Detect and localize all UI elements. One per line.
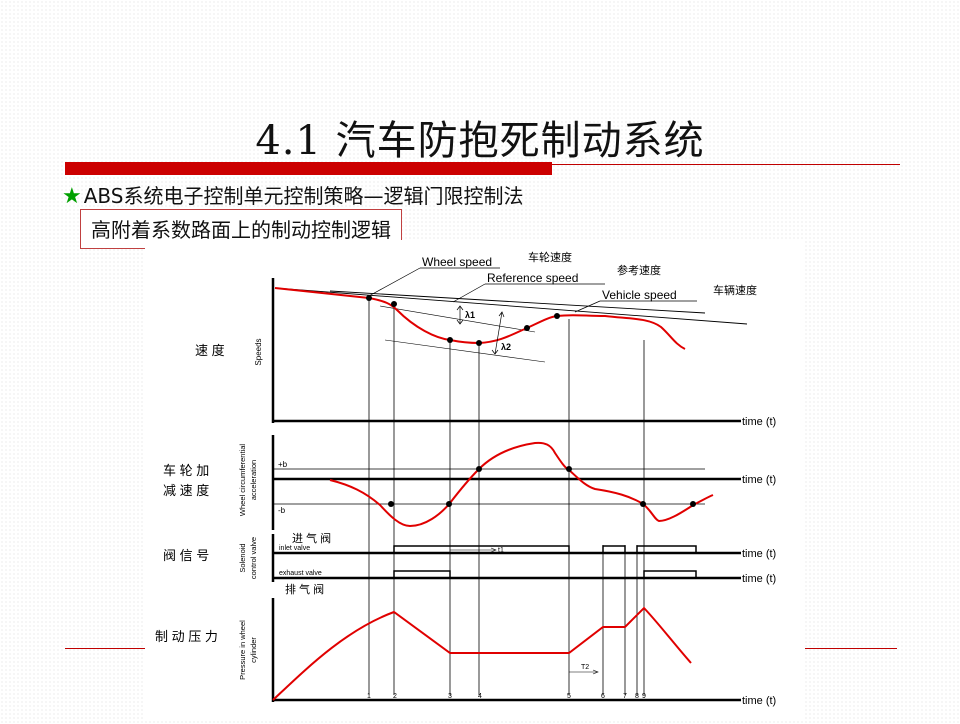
zh-accel-2: 减 速 度	[163, 483, 209, 498]
acceleration-panel: +b -b time (t) Wheel circumferential acc…	[238, 435, 776, 530]
accel-point	[388, 501, 394, 507]
lambda2-threshold-line	[384, 339, 546, 363]
zh-reference-speed: 参考速度	[617, 263, 661, 277]
vehicle-speed-line	[274, 287, 748, 325]
zh-speed: 速 度	[195, 343, 225, 358]
accel-point	[690, 501, 696, 507]
slide-title: 4.1 汽车防抱死制动系统	[255, 118, 705, 164]
lambda2-arrow	[494, 311, 503, 355]
inlet-valve-label: inlet valve	[279, 545, 310, 552]
accel-point	[566, 466, 572, 472]
wheel-acceleration-curve	[329, 441, 714, 528]
valve-axis-label-1: Solenoid	[238, 543, 247, 572]
exhaust-pulse-2	[643, 570, 697, 578]
zh-inlet-valve: 进 气 阀	[292, 531, 331, 545]
speeds-axis-label: Speeds	[254, 338, 263, 365]
phase-number-2: 2	[393, 693, 397, 700]
pressure-panel: time (t) Pressure in wheel cylinder T2	[238, 598, 776, 707]
phase-numbers: 1 2 3 4 5 6 7 8 9	[367, 693, 646, 700]
t1-label: t1	[498, 547, 504, 554]
inlet-time-label: time (t)	[742, 548, 776, 560]
phase-number-6: 6	[601, 693, 605, 700]
lambda1-label: λ1	[465, 310, 475, 320]
diagram-svg: 1 2 3 4 5 6 7 8 9 time (t) Speeds	[145, 240, 805, 720]
vehicle-speed-label: Vehicle speed	[602, 288, 677, 302]
pressure-axis-label-1: Pressure in wheel	[238, 620, 247, 680]
lambda1-threshold-line	[379, 305, 536, 333]
exhaust-time-label: time (t)	[742, 573, 776, 585]
lambda2-arrowheads	[491, 311, 505, 355]
phase-number-4: 4	[478, 693, 482, 700]
lambda-arrows	[456, 305, 505, 355]
speed-panel: time (t) Speeds λ1 λ2	[254, 255, 776, 428]
pressure-time-label: time (t)	[742, 695, 776, 707]
accel-axis-label-2: acceleration	[249, 460, 258, 500]
bullet-line: ★ ABS系统电子控制单元控制策略—逻辑门限控制法	[62, 180, 523, 209]
phase-number-3: 3	[448, 693, 452, 700]
accel-point	[476, 466, 482, 472]
phase-number-1: 1	[367, 693, 371, 700]
brake-pressure-curve	[272, 606, 692, 701]
exhaust-valve-label: exhaust valve	[279, 570, 322, 577]
bullet-text: ABS系统电子控制单元控制策略—逻辑门限控制法	[83, 184, 524, 208]
phase-number-7: 7	[623, 693, 627, 700]
plus-b-label: +b	[278, 460, 288, 469]
lambda2-label: λ2	[501, 342, 511, 352]
t1-arrowhead	[490, 547, 497, 553]
reference-speed-label: Reference speed	[487, 271, 578, 285]
reference-speed-leader	[452, 283, 486, 303]
vehicle-speed-leader	[574, 300, 601, 313]
footer-rule-right	[800, 648, 897, 649]
zh-wheel-speed: 车轮速度	[528, 250, 572, 264]
reference-speed-line	[329, 290, 706, 314]
footer-rule-left	[65, 648, 147, 649]
accel-point	[640, 501, 646, 507]
speed-point	[476, 340, 482, 346]
exhaust-pulse-1	[393, 570, 451, 578]
zh-exhaust-valve: 排 气 阀	[285, 582, 324, 596]
wheel-speed-leader	[366, 267, 421, 298]
zh-vehicle-speed: 车辆速度	[713, 283, 757, 297]
accel-axis-label-1: Wheel circumferential	[238, 444, 247, 516]
speed-point	[524, 325, 530, 331]
speed-point	[391, 301, 397, 307]
accel-time-label: time (t)	[742, 474, 776, 486]
accel-point	[446, 501, 452, 507]
t2-arrowhead	[592, 669, 599, 675]
callout-leaders	[366, 267, 697, 313]
chinese-labels: 车轮速度 参考速度 车辆速度 速 度 车 轮 加 减 速 度 阀 信 号 进 气…	[155, 250, 757, 644]
abs-control-diagram: 1 2 3 4 5 6 7 8 9 time (t) Speeds	[145, 240, 805, 720]
phase-number-9: 9	[642, 693, 646, 700]
inlet-pulse-1	[393, 545, 570, 553]
zh-accel-1: 车 轮 加	[163, 463, 209, 478]
valve-axis-label-2: control valve	[249, 537, 258, 579]
inlet-pulse-2	[602, 545, 626, 553]
title-accent-bar	[65, 162, 552, 175]
speed-point	[447, 337, 453, 343]
inlet-pulse-3	[636, 545, 697, 553]
t2-label: T2	[581, 664, 589, 671]
wheel-speed-label: Wheel speed	[422, 255, 492, 269]
phase-number-8: 8	[635, 693, 639, 700]
valve-panel: time (t) time (t) Solenoid control valve…	[238, 534, 776, 585]
speed-time-label: time (t)	[742, 416, 776, 428]
pressure-axis-label-2: cylinder	[249, 637, 258, 663]
lambda1-arrowheads	[456, 305, 464, 325]
zh-brake-pressure: 制 动 压 力	[155, 629, 218, 644]
accel-points	[388, 466, 696, 507]
zh-valve-signal: 阀 信 号	[163, 548, 209, 563]
speed-point	[554, 313, 560, 319]
phase-number-5: 5	[567, 693, 571, 700]
minus-b-label: -b	[278, 506, 286, 515]
star-icon: ★	[62, 184, 82, 209]
